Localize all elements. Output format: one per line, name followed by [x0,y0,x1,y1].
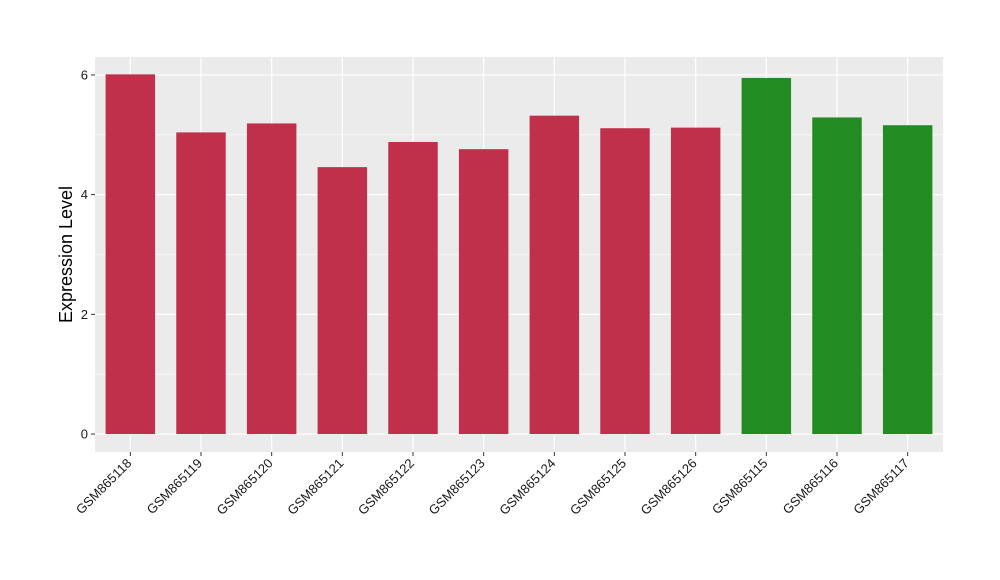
bar-GSM865121 [317,167,368,435]
bar-GSM865117 [882,125,933,435]
x-tick-label: GSM865115 [709,456,771,518]
x-tick-label: GSM865116 [780,456,842,518]
bar-GSM865115 [741,77,792,435]
x-tick-label: GSM865117 [850,456,912,518]
y-tick-label: 6 [81,67,88,82]
bar-GSM865118 [105,74,156,435]
x-tick-label: GSM865123 [426,456,488,518]
bar-GSM865119 [176,132,226,435]
y-tick-label: 2 [81,307,88,322]
y-tick-label: 0 [81,427,88,442]
bar-GSM865116 [812,117,862,435]
x-tick-label: GSM865122 [355,456,417,518]
bar-GSM865126 [670,127,721,435]
x-tick-label: GSM865120 [214,456,276,518]
bar-GSM865124 [529,115,580,435]
x-tick-label: GSM865126 [638,456,700,518]
y-axis: 0 2 4 6 [81,67,95,442]
x-tick-label: GSM865124 [496,456,558,518]
bars [105,74,933,435]
x-axis: GSM865118 GSM865119 GSM865120 GSM865121 GSM8… [73,452,912,518]
bar-GSM865120 [246,123,297,435]
x-tick-label: GSM865125 [567,456,629,518]
x-tick-label: GSM865119 [144,456,206,518]
bar-GSM865125 [600,128,650,435]
y-axis-title: Expression Level [56,186,76,323]
bar-GSM865122 [388,141,438,435]
bar-GSM865123 [458,149,509,435]
x-tick-label: GSM865121 [284,456,346,518]
y-tick-label: 4 [81,187,88,202]
x-tick-label: GSM865118 [73,456,135,518]
